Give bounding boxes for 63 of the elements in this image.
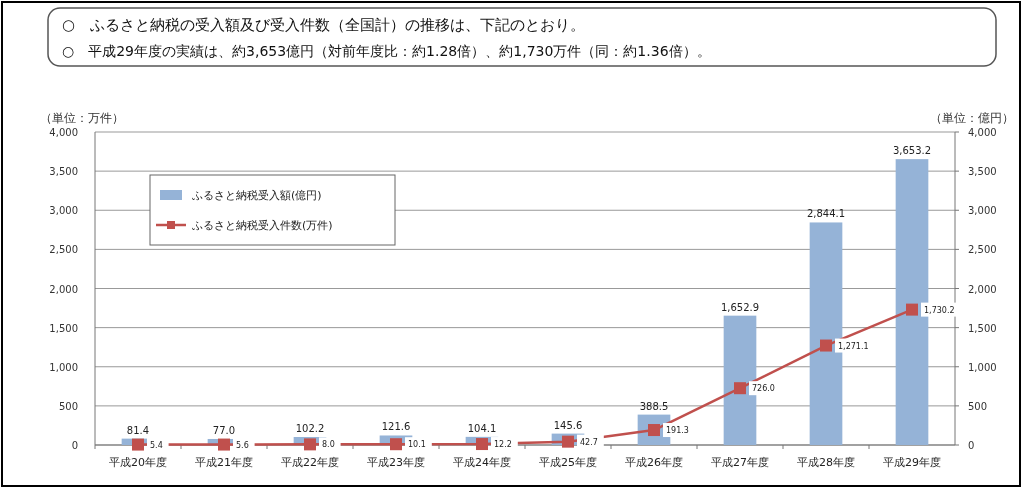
y2-axis-title: （単位：億円） [930,111,1014,125]
data-label: 42.7 [580,437,598,447]
x-tick-label: 平成27年度 [711,456,769,469]
y2-tick-label: 1,000 [968,361,997,373]
data-label: 77.0 [212,424,236,436]
x-tick-label: 平成29年度 [883,456,941,469]
point [562,435,574,448]
point [906,303,918,316]
data-label: 145.6 [553,419,583,431]
y-tick-label: 0 [71,440,78,451]
y-tick-label: 1,000 [49,361,78,373]
data-label: 3,653.2 [892,145,932,157]
data-label: 10.1 [408,440,426,450]
data-label: 2,844.1 [806,208,846,220]
y2-tick-label: 3,000 [968,205,997,217]
x-tick-label: 平成28年度 [797,456,855,469]
data-label: 81.4 [126,424,150,436]
x-tick-label: 平成21年度 [195,456,253,469]
x-tick-label: 平成26年度 [625,456,683,469]
data-label: 191.3 [666,426,689,436]
x-tick-label: 平成25年度 [539,456,597,469]
y2-tick-label: 3,500 [968,166,997,178]
point [476,438,488,451]
data-label: 8.0 [322,440,335,450]
x-tick-label: 平成22年度 [281,456,339,469]
point [132,438,144,451]
data-label: 1,271.1 [838,341,869,351]
y-tick-label: 4,000 [49,127,78,138]
y-tick-label: 2,000 [49,283,78,295]
y-tick-label: 2,500 [49,244,78,256]
point [390,438,402,451]
y2-tick-label: 500 [968,400,988,412]
point [218,438,230,451]
data-label: 388.5 [639,400,669,412]
legend-label: ふるさと納税受入額(億円) [191,189,322,202]
data-label: 1,652.9 [720,301,760,313]
x-tick-label: 平成24年度 [453,456,511,469]
point [734,382,746,395]
y2-tick-label: 1,500 [968,322,997,334]
x-tick-label: 平成23年度 [367,456,425,469]
data-label: 102.2 [295,423,325,434]
chart-subtitle: ○ 平成29年度の実績は、約3,653億円（対前年度比：約1.28倍）、約1,730万件（同：約1.36倍）。 [62,43,711,59]
y2-tick-label: 0 [968,440,975,451]
data-label: 104.1 [467,422,497,434]
y2-tick-label: 2,500 [968,244,997,256]
data-label: 12.2 [494,440,512,450]
y-tick-label: 1,500 [49,322,78,334]
title: ○ ふるさと納税の受入額及び受入件数（全国計）の推移は、下記のとおり。 [62,16,586,34]
x-tick-label: 平成20年度 [109,456,167,469]
data-label: 121.6 [381,421,411,433]
point [304,438,316,451]
y-tick-label: 500 [58,400,78,412]
y2-tick-label: 2,000 [968,283,997,295]
y2-tick-label: 4,000 [968,127,997,138]
data-label: 5.4 [150,440,163,450]
y-axis-title: （単位：万件） [40,111,124,125]
y-tick-label: 3,000 [49,205,78,217]
data-label: 1,730.2 [924,305,955,315]
y-tick-label: 3,500 [49,166,78,178]
point [820,339,832,352]
legend-label: ふるさと納税受入件数(万件) [191,219,333,232]
data-label: 726.0 [752,384,775,394]
data-label: 5.6 [236,440,249,450]
